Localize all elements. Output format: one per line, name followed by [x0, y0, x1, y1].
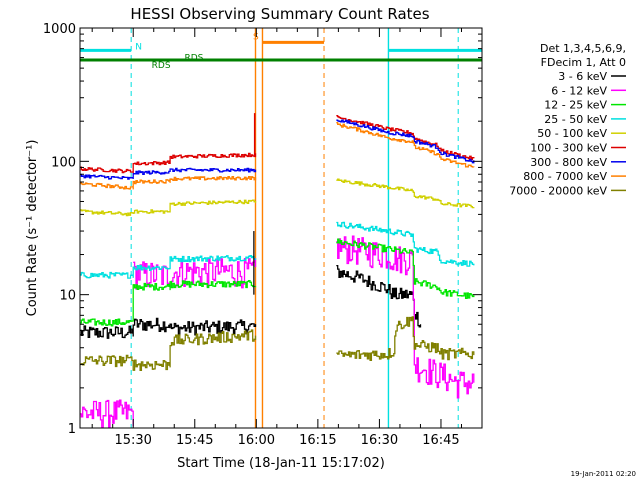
flag-label-3: S [253, 32, 259, 42]
legend-label-7: 800 - 7000 keV [523, 170, 607, 183]
series-2-segment-0 [80, 399, 134, 428]
series-7-segment-1 [336, 119, 475, 164]
legend-header-1: FDecim 1, Att 0 [541, 56, 626, 69]
y-tick-label-0: 1 [68, 422, 76, 437]
y-tick-label-2: 100 [51, 155, 76, 170]
series-3-segment-0 [80, 280, 257, 327]
series-1-segment-0 [80, 317, 257, 339]
series-lines [80, 113, 475, 428]
series-5-segment-1 [336, 178, 475, 209]
series-2-segment-1 [133, 257, 257, 290]
status-flags: N RDS RDS S [80, 32, 482, 71]
legend-label-3: 25 - 50 keV [544, 113, 607, 126]
series-7-segment-0 [80, 167, 257, 180]
series-9-segment-1 [336, 316, 475, 361]
y-tick-label-1: 10 [59, 289, 76, 304]
series-6 [80, 115, 475, 174]
series-9-segment-0 [80, 329, 257, 371]
x-tick-label-5: 16:45 [422, 433, 459, 448]
series-4-segment-0 [80, 254, 257, 279]
plot-frame [79, 27, 483, 429]
series-8 [80, 122, 475, 190]
series-3 [80, 238, 475, 327]
series-3-segment-1 [336, 238, 475, 300]
flag-label-1: RDS [185, 54, 204, 64]
series-1-segment-1 [336, 264, 422, 328]
series-4 [80, 221, 475, 279]
legend: Det 1,3,4,5,6,9,FDecim 1, Att 03 - 6 keV… [509, 42, 626, 197]
series-9 [80, 316, 475, 371]
y-tick-label-3: 1000 [43, 22, 76, 37]
y-axis-label: Count Rate (s⁻¹ detector⁻¹) [25, 140, 40, 317]
x-tick-label-3: 16:15 [299, 433, 336, 448]
series-6-segment-0 [80, 152, 257, 174]
series-7 [80, 119, 475, 180]
legend-label-1: 6 - 12 keV [551, 84, 607, 97]
legend-label-2: 12 - 25 keV [544, 99, 607, 112]
series-4-segment-1 [336, 221, 475, 267]
flag-label-2: RDS [152, 61, 171, 71]
series-1 [80, 264, 422, 339]
x-axis: 15:30 15:45 16:00 16:15 16:30 16:45 [91, 28, 462, 448]
series-2-segment-2 [336, 235, 475, 399]
footer-timestamp: 19-Jan-2011 02:20 [571, 470, 636, 478]
legend-label-6: 300 - 800 keV [530, 156, 607, 169]
series-2 [80, 235, 475, 428]
vertical-markers [130, 28, 459, 428]
y-axis: 1 10 100 1000 [43, 22, 482, 437]
flare-spike [253, 113, 256, 295]
legend-header-0: Det 1,3,4,5,6,9, [540, 42, 626, 55]
x-tick-label-4: 16:30 [361, 433, 398, 448]
series-5-segment-0 [80, 199, 257, 217]
legend-label-5: 100 - 300 keV [530, 142, 607, 155]
x-tick-label-1: 15:45 [176, 433, 213, 448]
legend-label-0: 3 - 6 keV [558, 70, 607, 83]
series-5 [80, 178, 475, 217]
x-tick-label-0: 15:30 [114, 433, 151, 448]
series-6-segment-1 [336, 115, 475, 161]
legend-label-8: 7000 - 20000 keV [509, 184, 607, 197]
series-8-segment-1 [336, 122, 475, 168]
x-axis-label: Start Time (18-Jan-11 15:17:02) [177, 456, 385, 471]
flag-label-0: N [135, 42, 142, 52]
chart-title: HESSI Observing Summary Count Rates [130, 5, 429, 23]
series-8-segment-0 [80, 176, 257, 190]
legend-label-4: 50 - 100 keV [537, 127, 607, 140]
x-tick-label-2: 16:00 [238, 433, 275, 448]
